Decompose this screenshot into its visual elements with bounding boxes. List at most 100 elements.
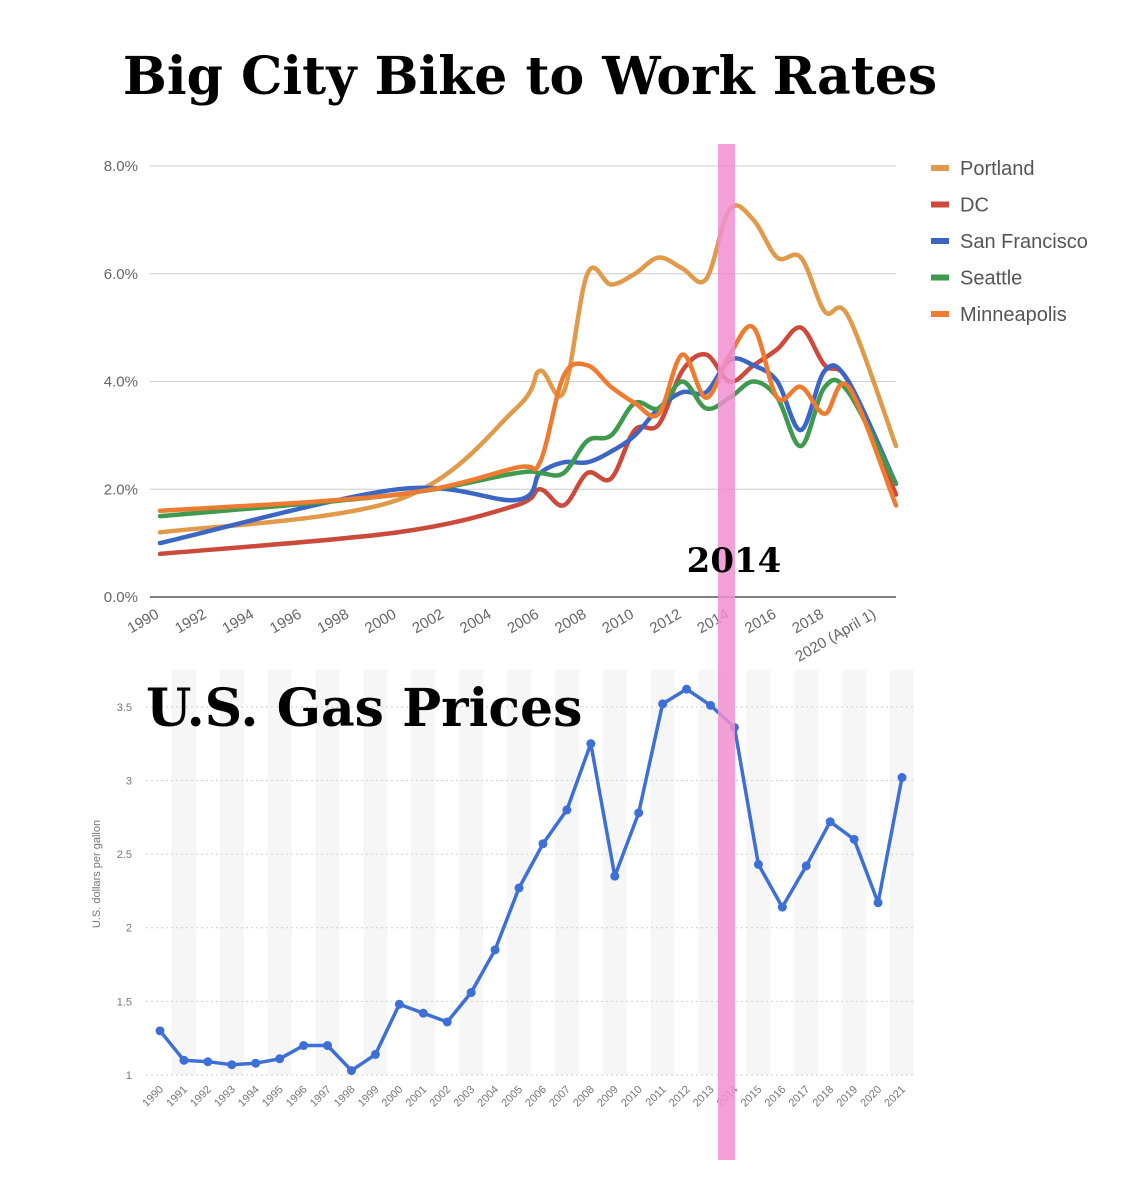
- gas-point-2017: [801, 861, 811, 871]
- gas-point-2013: [706, 700, 716, 710]
- gas-y-tick-2: 2: [126, 923, 132, 935]
- gas-y-axis-label: U.S. dollars per gallon: [91, 820, 103, 928]
- gas-band-2007: [554, 670, 579, 1075]
- bike-line-minneapolis: [157, 323, 899, 514]
- gas-band-1993: [219, 670, 244, 1075]
- bike-x-tick-1990: 1990: [125, 606, 162, 637]
- gas-y-tick-1: 1: [126, 1070, 132, 1082]
- bike-line-dc: [157, 325, 899, 557]
- gas-x-tick-2006: 2006: [523, 1084, 549, 1110]
- gas-x-axis: 1990199119921993199419951996199719981999…: [140, 1084, 908, 1110]
- gas-x-tick-2000: 2000: [380, 1084, 406, 1110]
- gas-point-2008: [586, 739, 596, 749]
- gas-x-tick-1991: 1991: [164, 1084, 190, 1110]
- gas-band-2019: [842, 670, 867, 1075]
- bike-chart-title: Big City Bike to Work Rates: [123, 46, 937, 107]
- gas-x-tick-1997: 1997: [308, 1084, 334, 1110]
- gas-y-tick-1-5: 1.5: [117, 996, 132, 1008]
- bike-x-tick-2016: 2016: [742, 606, 779, 637]
- gas-band-2021: [890, 670, 914, 1075]
- bike-y-tick-0-0: 0.0%: [104, 589, 138, 606]
- gas-point-1995: [275, 1054, 285, 1064]
- gas-point-2012: [682, 684, 692, 694]
- gas-point-1991: [179, 1055, 189, 1065]
- gas-x-tick-2008: 2008: [571, 1084, 597, 1110]
- gas-point-1997: [323, 1041, 333, 1051]
- gas-y-tick-2-5: 2.5: [117, 849, 132, 861]
- gas-band-2013: [698, 670, 723, 1075]
- gas-x-tick-2018: 2018: [811, 1084, 837, 1110]
- gas-column-bands: [171, 670, 914, 1075]
- gas-point-1994: [251, 1058, 261, 1068]
- gas-chart-title: U.S. Gas Prices: [146, 678, 582, 739]
- gas-band-1991: [171, 670, 196, 1075]
- gas-band-1999: [363, 670, 388, 1075]
- gas-band-2015: [746, 670, 771, 1075]
- bike-x-tick-1994: 1994: [220, 606, 257, 637]
- gas-band-2005: [507, 670, 531, 1075]
- gas-point-2011: [658, 699, 668, 709]
- gas-x-tick-1992: 1992: [188, 1084, 214, 1110]
- bike-y-axis: 0.0% 2.0% 4.0% 6.0% 8.0%: [104, 158, 138, 606]
- bike-x-tick-1992: 1992: [172, 606, 209, 637]
- bike-x-tick-2018: 2018: [789, 606, 826, 637]
- bike-x-tick-2012: 2012: [647, 606, 684, 637]
- gas-point-2004: [490, 945, 500, 955]
- bike-x-axis: 1990 1992 1994 1996 1998 2000 2002 2004 2006 2008…: [125, 606, 879, 666]
- bike-x-tick-2006: 2006: [504, 606, 541, 637]
- gas-x-tick-1996: 1996: [284, 1084, 310, 1110]
- gas-band-1995: [267, 670, 292, 1075]
- bike-y-tick-6-0: 6.0%: [104, 266, 138, 283]
- bike-chart: Big City Bike to Work Rates 0.0% 2.0% 4.0%…: [104, 46, 1088, 665]
- gas-x-tick-2013: 2013: [691, 1084, 717, 1110]
- bike-x-tick-2000: 2000: [362, 606, 399, 637]
- gas-point-2015: [753, 859, 763, 869]
- gas-point-2006: [538, 839, 548, 849]
- gas-point-1999: [370, 1049, 380, 1059]
- legend-label-portland: Portland: [960, 158, 1035, 180]
- gas-series-line: [158, 687, 904, 1073]
- gas-x-tick-2020: 2020: [858, 1084, 884, 1110]
- gas-point-1993: [227, 1060, 237, 1070]
- legend-label-minneapolis: Minneapolis: [960, 304, 1067, 326]
- bike-x-tick-2004: 2004: [457, 606, 494, 637]
- gas-band-2017: [794, 670, 819, 1075]
- bike-y-tick-4-0: 4.0%: [104, 374, 138, 391]
- legend-label-dc: DC: [960, 195, 989, 217]
- gas-point-2000: [394, 999, 404, 1009]
- gas-gridlines: [146, 706, 915, 1076]
- gas-x-tick-2011: 2011: [644, 1084, 669, 1109]
- gas-x-tick-2019: 2019: [834, 1084, 860, 1110]
- gas-x-tick-2015: 2015: [739, 1084, 765, 1110]
- gas-x-tick-2001: 2001: [404, 1084, 430, 1110]
- gas-band-2001: [411, 670, 436, 1075]
- gas-x-tick-2005: 2005: [499, 1084, 525, 1110]
- gas-point-2010: [634, 808, 644, 818]
- gas-band-2003: [459, 670, 484, 1075]
- gas-x-tick-1995: 1995: [260, 1084, 286, 1110]
- gas-chart: 1 1.5 2 2.5 3 3.5 U.S. dollars per gallon 199…: [91, 670, 915, 1109]
- gas-x-tick-2016: 2016: [763, 1084, 789, 1110]
- gas-band-1997: [315, 670, 340, 1075]
- legend-label-san-francisco: San Francisco: [960, 231, 1088, 253]
- gas-point-1998: [346, 1066, 356, 1076]
- bike-y-tick-2-0: 2.0%: [104, 481, 138, 498]
- gas-x-tick-1994: 1994: [236, 1084, 262, 1110]
- gas-x-tick-2012: 2012: [667, 1084, 693, 1110]
- gas-x-tick-2010: 2010: [619, 1084, 645, 1110]
- gas-x-tick-2021: 2021: [882, 1084, 908, 1110]
- bike-line-san-francisco: [157, 356, 899, 546]
- bike-x-tick-2008: 2008: [552, 606, 589, 637]
- gas-y-tick-3: 3: [126, 775, 132, 787]
- gas-x-tick-2009: 2009: [595, 1084, 621, 1110]
- gas-x-tick-1993: 1993: [212, 1084, 238, 1110]
- gas-point-2007: [562, 805, 572, 815]
- gas-x-tick-2017: 2017: [787, 1084, 813, 1110]
- gas-point-1996: [299, 1041, 309, 1051]
- gas-x-tick-2003: 2003: [451, 1084, 477, 1110]
- legend-swatch-dc: [931, 201, 949, 208]
- bike-x-tick-2002: 2002: [409, 606, 446, 637]
- gas-x-tick-1998: 1998: [332, 1084, 358, 1110]
- highlight-label-2014: 2014: [687, 541, 782, 581]
- gas-point-2002: [442, 1017, 452, 1027]
